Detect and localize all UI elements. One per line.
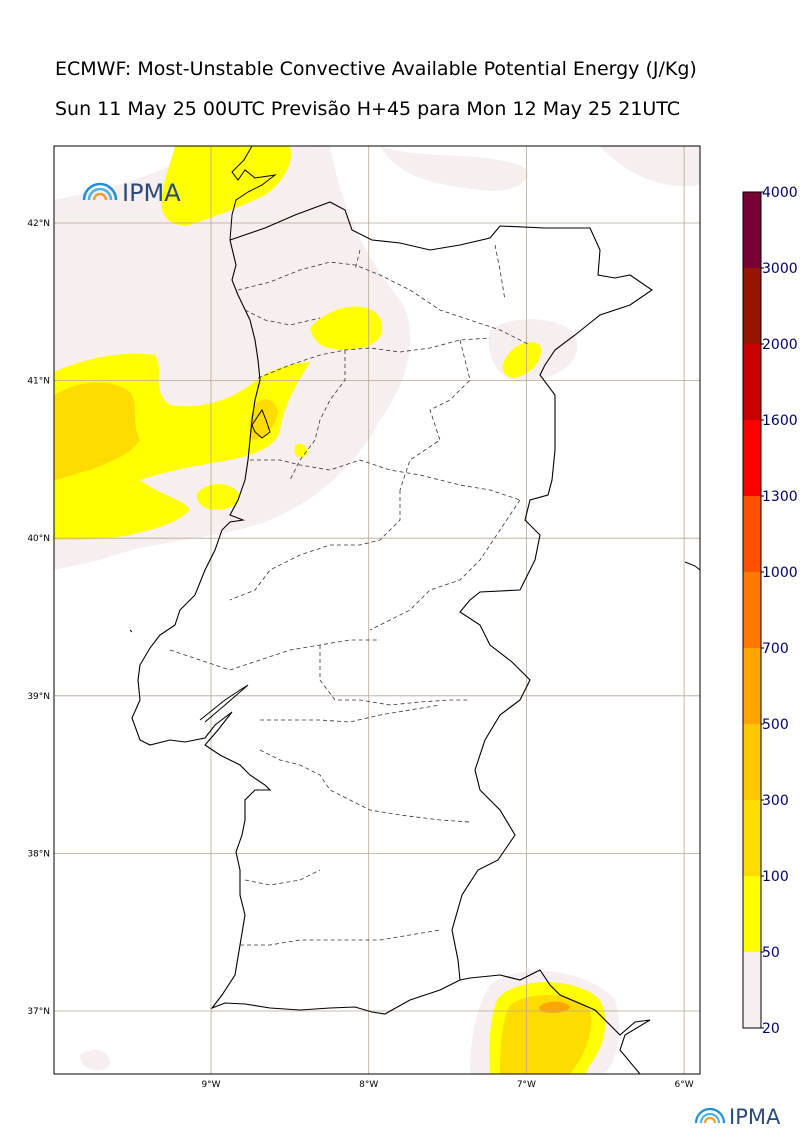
cape-area-low <box>80 1049 110 1071</box>
latitude-label: 38°N <box>27 849 50 859</box>
cape-area-300 <box>539 1001 570 1013</box>
colorbar-label: 300 <box>762 793 789 809</box>
galicia-coast <box>229 146 277 241</box>
district-boundaries <box>169 244 531 946</box>
footer-ipma-logo: IPMA <box>694 1105 781 1129</box>
colorbar-label: 1300 <box>762 489 798 505</box>
logo-arc-icon <box>82 182 118 201</box>
cape-area-100 <box>54 382 140 480</box>
geography-layer <box>129 146 700 1074</box>
logo-arc-icon <box>694 1107 726 1124</box>
colorbar-label: 100 <box>762 869 789 885</box>
cape-area-50 <box>294 443 308 458</box>
cape-area-100 <box>500 994 592 1074</box>
colorbar-segment <box>743 724 761 800</box>
cape-area-low <box>600 146 700 187</box>
spain-coast <box>684 561 700 571</box>
latitude-label: 40°N <box>27 534 50 544</box>
longitude-label: 9°W <box>201 1080 220 1090</box>
forecast-subtitle: Sun 11 May 25 00UTC Previsão H+45 para M… <box>55 98 681 120</box>
cape-area-50 <box>502 342 541 378</box>
colorbar-label: 1600 <box>762 413 798 429</box>
latitude-label: 37°N <box>27 1007 50 1017</box>
logo-text: IPMA <box>122 179 181 207</box>
map-frame <box>53 145 701 1075</box>
latitude-label: 42°N <box>27 219 50 229</box>
colorbar-segment <box>743 420 761 496</box>
tagus-estuary <box>199 684 249 723</box>
logo-arc-icon <box>699 1112 721 1124</box>
latitude-labels: 42°N 41°N 40°N 39°N 38°N 37°N <box>27 219 50 1017</box>
portugal-outline <box>229 201 653 1074</box>
colorbar-segment <box>743 192 761 268</box>
cape-field-layer <box>54 146 700 1074</box>
longitude-label: 7°W <box>517 1080 536 1090</box>
colorbar-segment <box>743 800 761 876</box>
colorbar-label: 50 <box>762 945 780 961</box>
spain-coast <box>129 629 133 633</box>
colorbar-segment <box>743 344 761 420</box>
colorbar-segment <box>743 952 761 1028</box>
longitude-labels: 9°W 8°W 7°W 6°W <box>201 1080 693 1090</box>
longitude-label: 6°W <box>675 1080 694 1090</box>
latitude-label: 39°N <box>27 692 50 702</box>
colorbar-frame <box>742 191 762 1029</box>
map-title: ECMWF: Most-Unstable Convective Availabl… <box>55 58 697 80</box>
colorbar: 20 50 100 300 500 700 1000 1300 1600 2000 3000 4000 <box>742 185 798 1037</box>
logo-sun-icon <box>92 192 108 201</box>
aveiro-lagoon <box>251 408 271 439</box>
cape-area-50 <box>196 484 240 510</box>
colorbar-label: 1000 <box>762 565 798 581</box>
logo-sun-icon <box>703 1116 717 1124</box>
portugal-coast <box>131 239 461 1015</box>
colorbar-label: 2000 <box>762 337 798 353</box>
longitude-label: 8°W <box>359 1080 378 1090</box>
cape-area-low <box>380 146 528 191</box>
cape-area-100 <box>249 399 278 440</box>
colorbar-segment <box>743 496 761 572</box>
colorbar-label: 3000 <box>762 261 798 277</box>
cape-area-50 <box>161 146 291 226</box>
colorbar-label: 700 <box>762 641 789 657</box>
cape-area-50 <box>310 306 383 350</box>
colorbar-segment <box>743 648 761 724</box>
colorbar-label: 4000 <box>762 185 798 201</box>
colorbar-label: 20 <box>762 1021 780 1037</box>
logo-arc-icon <box>87 187 113 201</box>
footer-logo-text: IPMA <box>729 1105 781 1129</box>
colorbar-segment <box>743 572 761 648</box>
graticule <box>54 146 700 1074</box>
latitude-label: 41°N <box>27 377 50 387</box>
colorbar-segment <box>743 268 761 344</box>
colorbar-segment <box>743 876 761 952</box>
ipma-logo: IPMA <box>82 179 181 207</box>
colorbar-label: 500 <box>762 717 789 733</box>
